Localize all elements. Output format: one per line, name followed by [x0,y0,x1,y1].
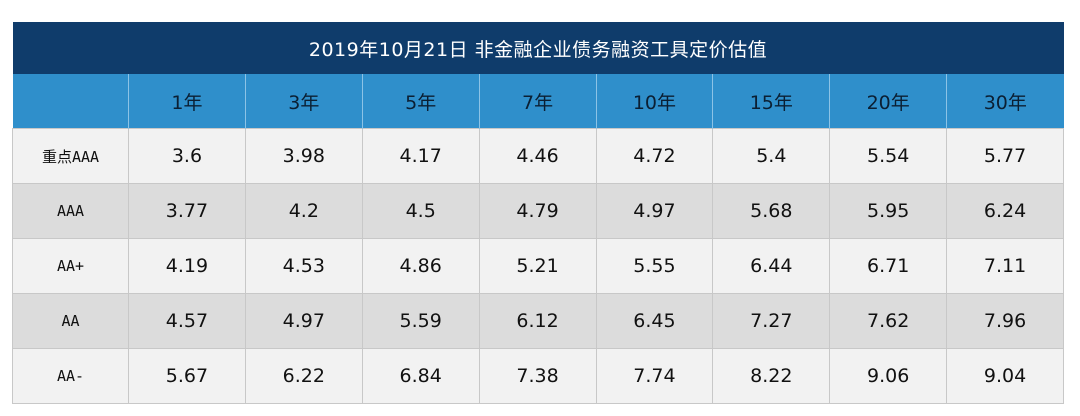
table-cell: 5.77 [946,128,1064,184]
table-cell: 5.95 [829,183,948,239]
table-cell: 7.11 [946,238,1064,294]
table-cell: 5.4 [712,128,831,184]
row-label: 重点AAA [12,128,129,184]
table-cell: 8.22 [712,348,831,404]
table-cell: 4.46 [478,128,597,184]
row-label: AAA [12,183,129,239]
table-cell: 4.19 [128,238,246,294]
table-row: 重点AAA 3.6 3.98 4.17 4.46 4.72 5.4 5.54 5… [12,128,1064,184]
table-cell: 9.04 [946,348,1064,404]
row-label: AA- [12,348,129,404]
table-cell: 6.24 [946,183,1064,239]
table-cell: 3.77 [128,183,246,239]
table-cell: 6.12 [478,293,597,349]
column-header-20y: 20年 [829,74,947,129]
table-row: AA+ 4.19 4.53 4.86 5.21 5.55 6.44 6.71 7… [12,238,1064,294]
table-cell: 4.79 [478,183,597,239]
valuation-table: 2019年10月21日 非金融企业债务融资工具定价估值 1年 3年 5年 7年 … [12,22,1064,404]
table-cell: 3.6 [128,128,246,184]
table-cell: 4.86 [361,238,480,294]
column-header-5y: 5年 [361,74,480,129]
column-header-30y: 30年 [946,74,1064,129]
table-row: AA- 5.67 6.22 6.84 7.38 7.74 8.22 9.06 9… [12,348,1064,404]
table-cell: 6.44 [712,238,831,294]
table-cell: 5.67 [128,348,246,404]
table-header-row: 1年 3年 5年 7年 10年 15年 20年 30年 [12,74,1064,129]
header-corner-cell [12,74,129,129]
table-cell: 4.97 [595,183,714,239]
table-cell: 6.22 [244,348,363,404]
table-cell: 4.5 [361,183,480,239]
row-label: AA+ [12,238,129,294]
table-cell: 4.17 [361,128,480,184]
valuation-table-container: 2019年10月21日 非金融企业债务融资工具定价估值 1年 3年 5年 7年 … [12,22,1064,404]
table-title-row: 2019年10月21日 非金融企业债务融资工具定价估值 [12,22,1064,74]
table-cell: 4.57 [128,293,246,349]
table-cell: 4.53 [244,238,363,294]
table-cell: 6.45 [595,293,714,349]
column-header-1y: 1年 [128,74,246,129]
column-header-10y: 10年 [595,74,713,129]
table-cell: 9.06 [829,348,948,404]
table-row: AAA 3.77 4.2 4.5 4.79 4.97 5.68 5.95 6.2… [12,183,1064,239]
table-cell: 7.27 [712,293,831,349]
table-cell: 6.71 [829,238,948,294]
table-cell: 5.68 [712,183,831,239]
table-cell: 7.96 [946,293,1064,349]
table-cell: 6.84 [361,348,480,404]
table-cell: 4.97 [244,293,363,349]
table-cell: 5.21 [478,238,597,294]
table-title: 2019年10月21日 非金融企业债务融资工具定价估值 [12,22,1064,74]
column-header-7y: 7年 [478,74,596,129]
table-cell: 4.72 [595,128,714,184]
table-cell: 3.98 [244,128,363,184]
table-cell: 5.59 [361,293,480,349]
row-label: AA [12,293,129,349]
table-cell: 4.2 [244,183,363,239]
table-cell: 5.54 [829,128,948,184]
column-header-3y: 3年 [244,74,363,129]
table-cell: 7.38 [478,348,597,404]
table-cell: 7.74 [595,348,714,404]
table-row: AA 4.57 4.97 5.59 6.12 6.45 7.27 7.62 7.… [12,293,1064,349]
table-cell: 5.55 [595,238,714,294]
table-cell: 7.62 [829,293,948,349]
column-header-15y: 15年 [712,74,830,129]
